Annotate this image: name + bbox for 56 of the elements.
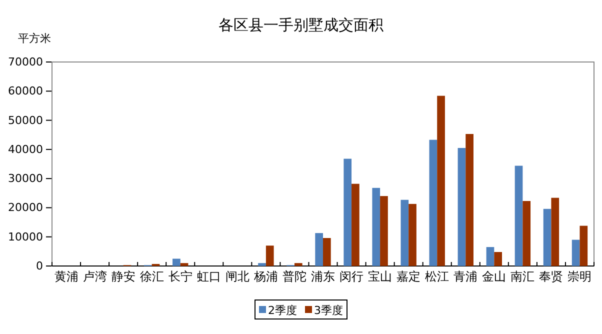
bar [551, 198, 560, 266]
bar [514, 166, 523, 266]
x-tick-label: 长宁 [168, 270, 192, 284]
y-tick-label: 70000 [8, 56, 43, 69]
x-tick-label: 松江 [425, 270, 450, 284]
chart-title: 各区县一手别墅成交面积 [218, 16, 384, 34]
bar [408, 204, 416, 266]
x-tick-label: 闸北 [225, 270, 250, 284]
x-tick-label: 普陀 [282, 270, 306, 284]
x-tick-label: 嘉定 [396, 270, 421, 284]
y-tick-label: 30000 [8, 172, 43, 186]
y-tick-label: 40000 [8, 142, 43, 156]
y-tick-label: 50000 [8, 114, 43, 127]
x-tick-label: 杨浦 [252, 270, 278, 284]
bar [437, 96, 445, 266]
bar [372, 188, 380, 266]
legend-label: 3季度 [314, 304, 343, 317]
bar [180, 263, 188, 266]
bar [494, 252, 502, 266]
x-tick-label: 浦东 [311, 270, 335, 284]
bar [172, 258, 180, 266]
bar [266, 246, 274, 266]
x-tick-label: 卢湾 [82, 270, 107, 284]
y-axis-title: 平方米 [18, 32, 51, 45]
bar [522, 201, 531, 266]
bar [258, 263, 266, 266]
bar [352, 184, 360, 266]
x-tick-label: 虹口 [196, 270, 221, 284]
bar [458, 148, 466, 266]
bar [323, 238, 331, 266]
x-tick-label: 南汇 [510, 270, 535, 284]
x-tick-label: 宝山 [368, 270, 392, 284]
bar [344, 158, 352, 266]
bar [486, 247, 494, 266]
bar [294, 263, 302, 266]
x-tick-label: 奉贤 [539, 270, 564, 284]
x-tick-label: 青浦 [454, 270, 478, 284]
x-tick-label: 崇明 [568, 270, 592, 284]
bar [572, 240, 580, 266]
bar [466, 134, 474, 266]
x-tick-label: 黄浦 [54, 270, 78, 284]
y-tick-label: 10000 [8, 230, 43, 244]
y-tick-label: 0 [36, 260, 43, 273]
x-tick-label: 静安 [111, 270, 136, 284]
x-tick-label: 徐汇 [140, 270, 164, 284]
bar [580, 226, 588, 266]
x-tick-label: 闵行 [340, 270, 364, 284]
bar [543, 208, 552, 266]
legend-label: 2季度 [268, 304, 297, 317]
y-tick-label: 60000 [8, 84, 43, 98]
bar [429, 140, 438, 266]
bar [400, 200, 409, 266]
bar [380, 196, 388, 266]
x-tick-label: 金山 [482, 270, 506, 284]
bar [315, 233, 323, 266]
y-tick-label: 20000 [8, 201, 43, 214]
